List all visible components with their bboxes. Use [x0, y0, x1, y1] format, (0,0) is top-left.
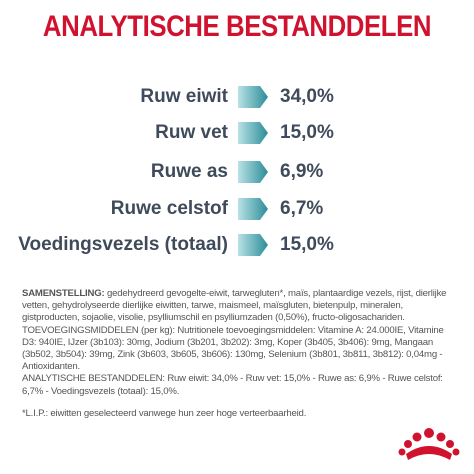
nutrient-row: Ruw vet 15,0%	[0, 120, 474, 150]
footnote: *L.I.P.: eiwitten geselecteerd vanwege h…	[22, 407, 307, 419]
nutrient-label: Voedingsvezels (totaal)	[18, 234, 228, 255]
tab-icon	[238, 161, 268, 183]
composition-heading: SAMENSTELLING:	[22, 288, 105, 299]
additives: TOEVOEGINGSMIDDELEN (per kg): Nutritione…	[22, 324, 444, 373]
nutrient-value: 15,0%	[280, 234, 334, 255]
nutrient-row: Ruw eiwit 34,0%	[0, 84, 474, 114]
tab-icon	[238, 86, 268, 108]
logo	[398, 428, 460, 460]
nutrient-label: Ruw vet	[155, 122, 228, 143]
tab-icon	[238, 234, 268, 256]
nutrient-row: Ruwe celstof 6,7%	[0, 196, 474, 226]
nutrient-value: 6,7%	[280, 198, 324, 219]
tab-icon	[238, 198, 268, 220]
analysis: ANALYTISCHE BESTANDDELEN: Ruw eiwit: 34,…	[22, 373, 443, 397]
tab-icon	[238, 122, 268, 144]
nutrient-value: 6,9%	[280, 161, 324, 182]
nutrient-label: Ruwe as	[150, 161, 228, 182]
composition: SAMENSTELLING: gedehydreerd gevogelte-ei…	[22, 288, 452, 325]
composition-text: gedehydreerd gevogelte-eiwit, tarweglute…	[22, 288, 447, 324]
title: ANALYTISCHE BESTANDDELEN	[42, 10, 432, 43]
nutrient-label: Ruwe celstof	[110, 198, 228, 219]
nutrient-value: 15,0%	[280, 122, 334, 143]
nutrient-row: Voedingsvezels (totaal) 15,0%	[0, 232, 474, 262]
nutrient-value: 34,0%	[280, 86, 334, 107]
details: SAMENSTELLING: gedehydreerd gevogelte-ei…	[22, 288, 452, 420]
nutrient-row: Ruwe as 6,9%	[0, 159, 474, 189]
nutrient-label: Ruw eiwit	[140, 86, 228, 107]
